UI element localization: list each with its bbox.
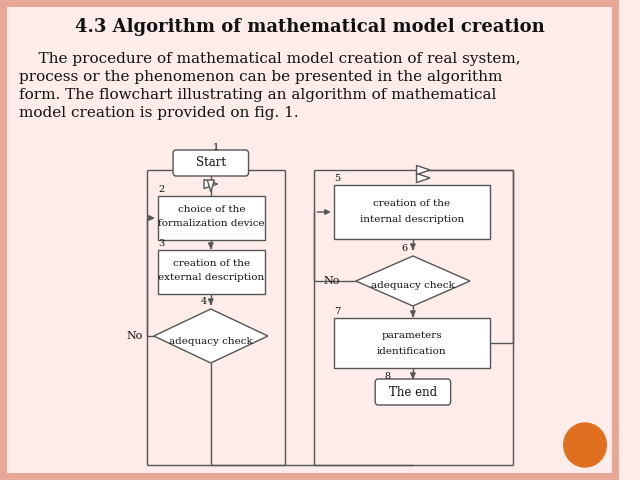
Text: adequacy check: adequacy check	[169, 337, 253, 347]
Bar	[333, 318, 490, 368]
Bar	[333, 185, 490, 239]
FancyBboxPatch shape	[173, 150, 248, 176]
Text: parameters: parameters	[381, 331, 442, 339]
Text: 5: 5	[335, 174, 340, 183]
Polygon shape	[417, 173, 430, 182]
Bar	[157, 250, 265, 294]
Polygon shape	[204, 180, 218, 189]
Polygon shape	[154, 309, 268, 363]
FancyBboxPatch shape	[375, 379, 451, 405]
Text: formalization device: formalization device	[158, 219, 264, 228]
Text: The end: The end	[389, 385, 437, 398]
Circle shape	[564, 423, 606, 467]
Polygon shape	[207, 180, 214, 192]
Text: choice of the: choice of the	[177, 204, 245, 214]
Polygon shape	[356, 256, 470, 306]
Bar	[157, 196, 265, 240]
Text: No: No	[323, 276, 340, 286]
Text: adequacy check: adequacy check	[371, 281, 455, 290]
Text: 1: 1	[212, 143, 219, 152]
Text: identification: identification	[377, 347, 447, 356]
Text: The procedure of mathematical model creation of real system,: The procedure of mathematical model crea…	[19, 52, 521, 66]
Text: form. The flowchart illustrating an algorithm of mathematical: form. The flowchart illustrating an algo…	[19, 88, 497, 102]
Text: Start: Start	[196, 156, 226, 169]
Text: 3: 3	[159, 239, 165, 248]
Text: external description: external description	[158, 274, 264, 283]
Text: 4.3 Algorithm of mathematical model creation: 4.3 Algorithm of mathematical model crea…	[75, 18, 544, 36]
Text: No: No	[126, 331, 143, 341]
Text: process or the phenomenon can be presented in the algorithm: process or the phenomenon can be present…	[19, 70, 502, 84]
Polygon shape	[417, 166, 430, 175]
Text: model creation is provided on fig. 1.: model creation is provided on fig. 1.	[19, 106, 299, 120]
Text: creation of the: creation of the	[173, 259, 250, 267]
Text: 8: 8	[384, 372, 390, 381]
Text: internal description: internal description	[360, 216, 464, 225]
Text: 4: 4	[201, 297, 207, 306]
Text: 2: 2	[159, 185, 165, 194]
Text: creation of the: creation of the	[373, 199, 451, 207]
Text: 7: 7	[335, 307, 341, 316]
Text: 6: 6	[401, 244, 408, 253]
